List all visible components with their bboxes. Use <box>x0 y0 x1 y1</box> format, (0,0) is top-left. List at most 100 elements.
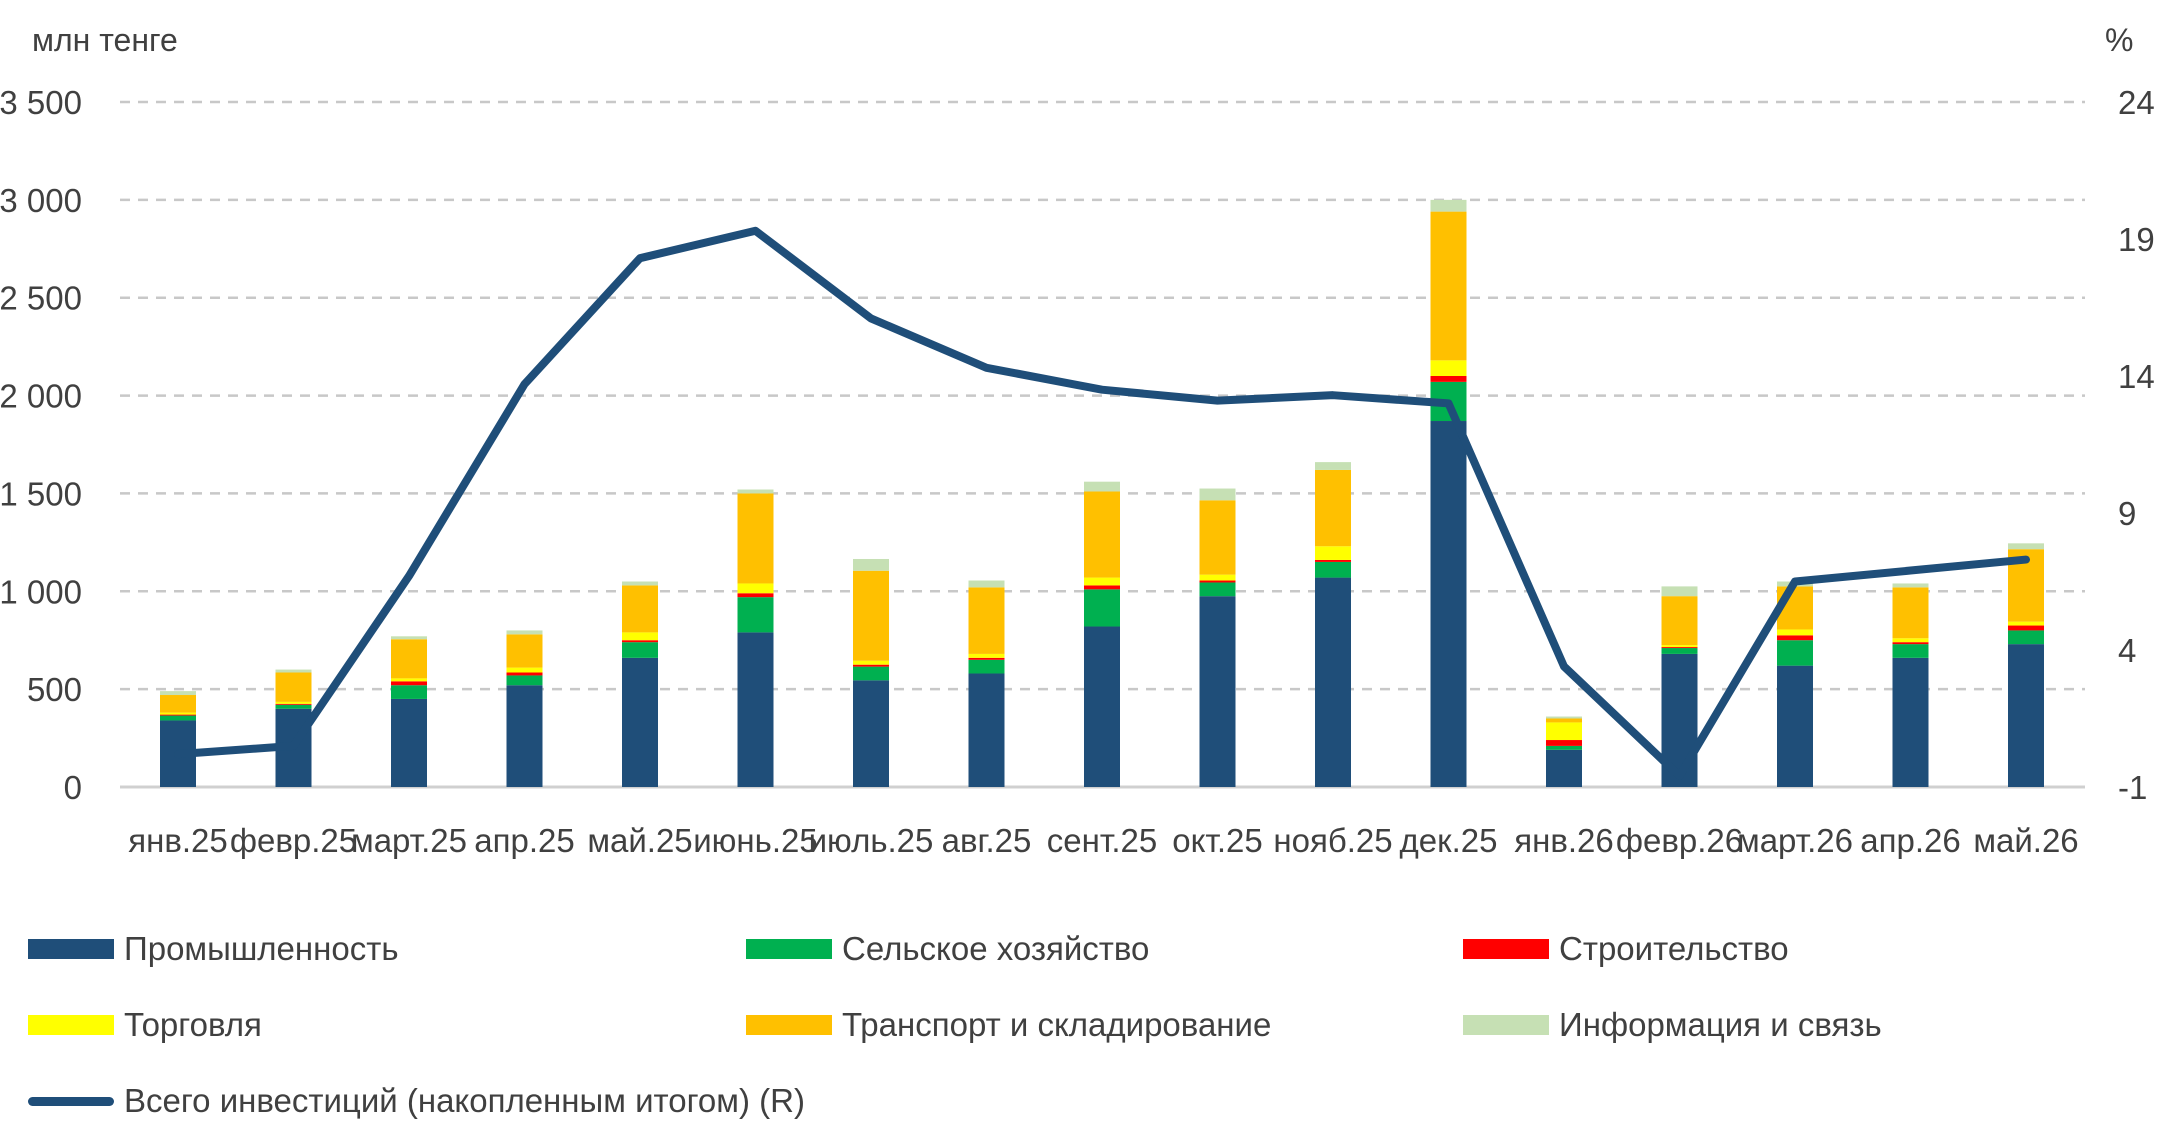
bar-segment <box>391 685 427 699</box>
x-tick-label: янв.25 <box>128 822 228 859</box>
bar-segment <box>1430 360 1467 376</box>
chart: 0 500 1 000 1 500 2 000 2 500 3 000 3 500 -1 4 9 14… <box>0 84 2155 859</box>
bar-segment <box>160 712 196 715</box>
legend-label-total-line: Всего инвестиций (накопленным итогом) (R… <box>124 1082 805 1119</box>
y2-tick-label: 4 <box>2118 632 2136 669</box>
bar-segment <box>160 691 196 696</box>
bar-segment <box>1546 749 1582 787</box>
legend: Промышленность Сельское хозяйство Строит… <box>28 930 2128 1130</box>
bar-segment <box>737 632 774 787</box>
bar-segment <box>853 570 889 661</box>
x-tick-label: апр.25 <box>474 822 574 859</box>
bar-segment <box>1430 199 1467 212</box>
legend-swatch-construction <box>1463 939 1549 959</box>
y-tick-label: 1 500 <box>0 475 82 512</box>
bar-segment <box>1315 469 1351 547</box>
bar-segment <box>853 660 889 665</box>
x-tick-label: апр.26 <box>1860 822 1960 859</box>
x-tick-label: февр.25 <box>230 822 357 859</box>
bar-segment <box>275 669 312 673</box>
legend-item-trade: Торговля <box>28 1006 262 1044</box>
bar-segment <box>1084 585 1120 590</box>
bar-segment <box>1084 589 1120 627</box>
x-tick-label: май.26 <box>1973 822 2078 859</box>
bar-segment <box>1892 644 1929 658</box>
bar-segment <box>506 630 543 635</box>
bar-segment <box>1430 211 1467 361</box>
y2-tick-label: 14 <box>2118 358 2155 395</box>
x-tick-label: февр.26 <box>1616 822 1743 859</box>
legend-item-transport: Транспорт и складирование <box>746 1006 1271 1044</box>
y2-tick-label: -1 <box>2118 769 2147 806</box>
bar-segment <box>1892 642 1929 645</box>
bar-segment <box>853 680 889 787</box>
bar-segment <box>391 639 427 679</box>
bar-segment <box>1777 665 1813 787</box>
x-tick-label: нояб.25 <box>1273 822 1392 859</box>
bar-segment <box>275 701 312 704</box>
bar-segment <box>275 704 312 709</box>
right-axis-unit: % <box>2105 22 2134 58</box>
bar-segment <box>2008 621 2044 626</box>
bar-segment <box>1546 722 1582 741</box>
bar-segment <box>622 581 658 586</box>
bar-segment <box>1084 481 1120 492</box>
bar-segment <box>506 634 543 668</box>
bar-segment <box>160 714 196 716</box>
legend-item-industry: Промышленность <box>28 930 399 968</box>
legend-swatch-transport <box>746 1015 832 1035</box>
bar-segment <box>1777 640 1813 666</box>
legend-swatch-trade <box>28 1015 114 1035</box>
bar-segment <box>737 593 774 598</box>
y2-tick-label: 9 <box>2118 495 2136 532</box>
legend-item-agriculture: Сельское хозяйство <box>746 930 1149 968</box>
bar-segment <box>737 489 774 494</box>
x-tick-label: июнь.25 <box>693 822 817 859</box>
bar-segment <box>275 703 312 705</box>
legend-item-construction: Строительство <box>1463 930 1789 968</box>
x-tick-label: янв.26 <box>1514 822 1614 859</box>
bar-segment <box>1199 574 1236 581</box>
x-tick-label: май.25 <box>587 822 692 859</box>
bar-segment <box>968 587 1005 654</box>
legend-label-trade: Торговля <box>124 1006 262 1043</box>
bar-segment <box>1084 577 1120 586</box>
bar-segment <box>968 673 1005 787</box>
bar-segment <box>2008 543 2044 550</box>
bar-segment <box>1315 462 1351 470</box>
bar-segment <box>1199 500 1236 575</box>
legend-label-info: Информация и связь <box>1559 1006 1882 1043</box>
bar-segment <box>968 659 1005 674</box>
bar-segment <box>1199 488 1236 501</box>
x-tick-label: авг.25 <box>942 822 1032 859</box>
bar-segment <box>391 636 427 640</box>
bar-segment <box>1199 582 1236 597</box>
bar-segment <box>968 653 1005 658</box>
bar-segment <box>1546 716 1582 719</box>
bar-segment <box>1661 645 1698 648</box>
bar-segment <box>1546 745 1582 750</box>
y-tick-label: 3 500 <box>0 84 82 121</box>
bar-segment <box>2008 644 2044 787</box>
x-tick-label: сент.25 <box>1047 822 1157 859</box>
bar-segment <box>1430 376 1467 382</box>
bar-segment <box>506 685 543 787</box>
legend-label-transport: Транспорт и складирование <box>842 1006 1272 1043</box>
bar-segment <box>853 664 889 667</box>
legend-item-info: Информация и связь <box>1463 1006 1882 1044</box>
bar-segment <box>1315 559 1351 562</box>
bar-segment <box>1777 629 1813 636</box>
bar-segment <box>622 632 658 641</box>
bar-segment <box>1777 635 1813 641</box>
bar-segment <box>622 640 658 643</box>
bar-segment <box>506 675 543 686</box>
bar-segment <box>1661 647 1698 649</box>
legend-swatch-info <box>1463 1015 1549 1035</box>
legend-swatch-industry <box>28 939 114 959</box>
x-tick-label: июль.25 <box>809 822 934 859</box>
bar-segment <box>1315 577 1351 787</box>
bar-segment <box>506 667 543 673</box>
y-tick-label: 2 500 <box>0 280 82 317</box>
bar-segment <box>1661 596 1698 646</box>
bar-segment <box>1661 648 1698 654</box>
